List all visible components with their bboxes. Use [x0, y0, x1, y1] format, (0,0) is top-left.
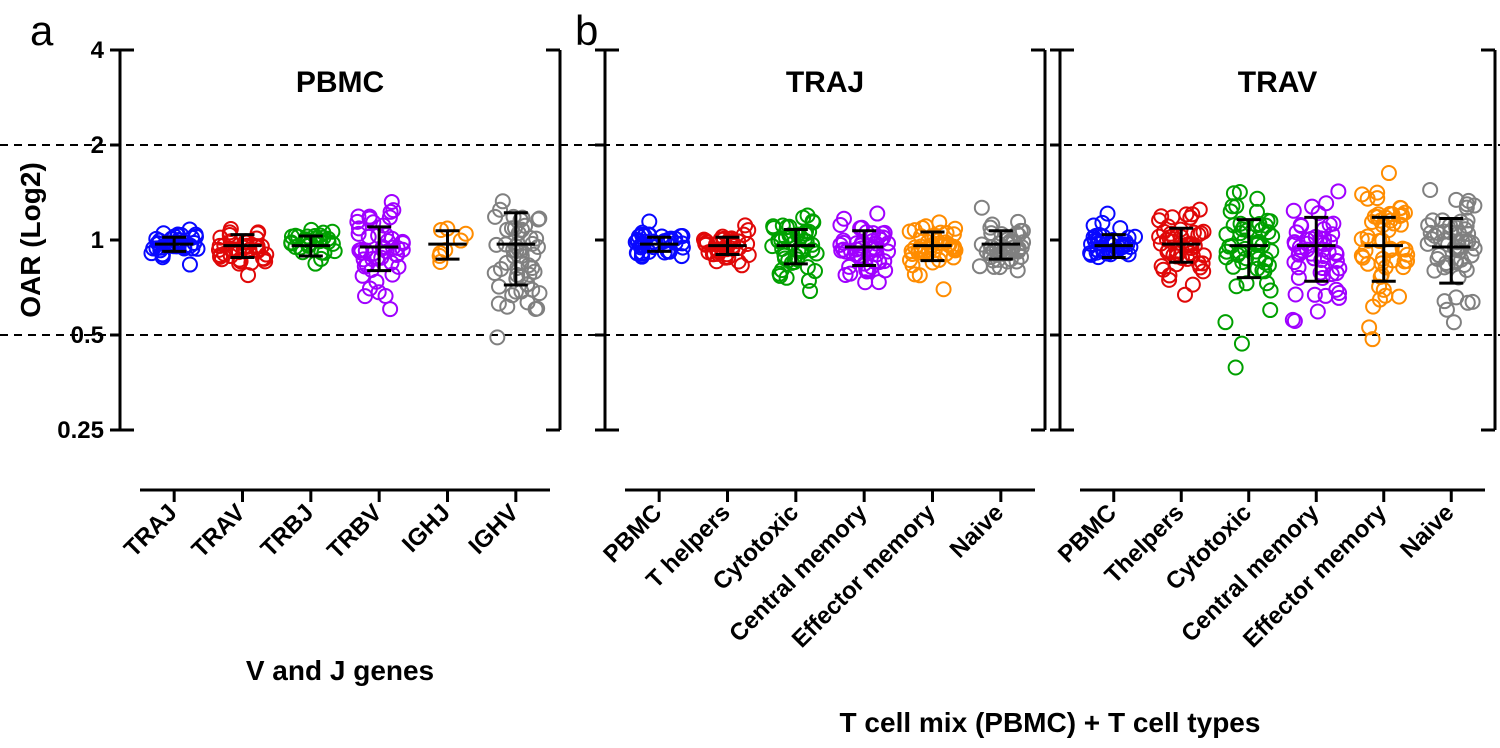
data-point [1382, 166, 1396, 180]
ytick-label: 1 [91, 227, 104, 254]
data-point [738, 218, 752, 232]
data-point [492, 297, 506, 311]
data-point [735, 258, 749, 272]
xtick-label: IGHJ [397, 499, 456, 558]
xtick-label: TRBV [322, 499, 387, 564]
data-point [1186, 278, 1200, 292]
data-point [1423, 183, 1437, 197]
data-point [1113, 221, 1127, 235]
ytick-label: 0.5 [71, 322, 104, 349]
ytick-label: 0.25 [57, 417, 104, 444]
data-point [1218, 315, 1232, 329]
data-point [532, 212, 546, 226]
data-point [642, 214, 656, 228]
data-point [870, 207, 884, 221]
xtick-label: TRAV [187, 499, 251, 563]
data-point [810, 247, 824, 261]
data-point [1392, 290, 1406, 304]
data-point [1311, 305, 1325, 319]
data-point [1250, 192, 1264, 206]
data-point [1230, 279, 1244, 293]
xtick-label: TRBJ [256, 499, 319, 562]
x-axis-label: T cell mix (PBMC) + T cell types [840, 707, 1261, 738]
data-point [383, 302, 397, 316]
data-point [1331, 184, 1345, 198]
data-point [1308, 288, 1322, 302]
ytick-label: 2 [91, 132, 104, 159]
data-point [1229, 361, 1243, 375]
data-point [1178, 288, 1192, 302]
panel-title: PBMC [296, 66, 384, 99]
data-point [1235, 337, 1249, 351]
data-point [500, 300, 514, 314]
data-point [1319, 196, 1333, 210]
xtick-label: Naive [945, 499, 1009, 563]
y-axis-label: OAR (Log2) [15, 162, 46, 318]
ytick-label: 4 [91, 37, 105, 64]
xtick-label: TRAJ [119, 499, 182, 562]
data-point [1440, 303, 1454, 317]
data-point [1289, 288, 1303, 302]
data-point [1287, 204, 1301, 218]
panel-title: TRAJ [786, 66, 864, 99]
panel-letter: a [30, 7, 54, 54]
panel-title: TRAV [1238, 66, 1317, 99]
data-point [490, 330, 504, 344]
xtick-label: Naive [1395, 499, 1459, 563]
data-point [183, 258, 197, 272]
data-point [975, 201, 989, 215]
x-axis-label: V and J genes [246, 655, 434, 686]
data-point [496, 194, 510, 208]
data-point [492, 280, 506, 294]
panel-letter: b [575, 7, 598, 54]
data-point [1265, 229, 1279, 243]
data-point [803, 284, 817, 298]
figure-root: OAR (Log2)ab0.250.5124PBMCTRAJTRAVTRBJTR… [0, 0, 1500, 748]
data-point [937, 282, 951, 296]
data-point [1263, 303, 1277, 317]
xtick-label: IGHV [463, 499, 524, 560]
